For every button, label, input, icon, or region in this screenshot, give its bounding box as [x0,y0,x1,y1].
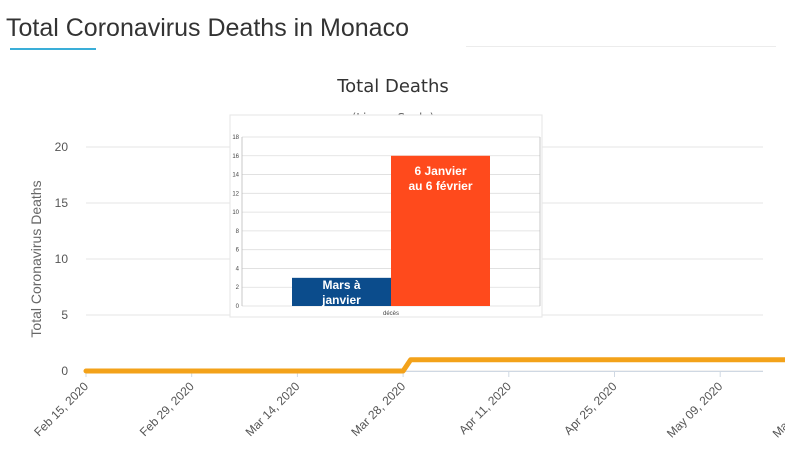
inset-y-tick-label: 8 [236,229,240,235]
inset-y-tick-label: 0 [236,304,240,310]
inset-y-tick-label: 18 [232,135,239,141]
y-axis-ticks: 0 5 10 15 20 [55,140,69,378]
inset-y-tick-label: 10 [232,210,239,216]
inset-bar-label: janvier [321,293,361,307]
x-tick-label: Feb 29, 2020 [137,379,197,439]
inset-y-tick-label: 4 [236,266,240,272]
page-title: Total Coronavirus Deaths in Monaco [6,14,409,42]
y-tick-label: 10 [55,252,69,266]
inset-bar-label: au 6 février [408,179,472,193]
x-tick-label: Apr 25, 2020 [561,379,620,438]
y-tick-label: 20 [55,140,69,154]
inset-y-tick-label: 16 [232,154,239,160]
inset-bar-label: 6 Janvier [414,164,466,178]
y-tick-label: 15 [55,196,69,210]
inset-bar [391,155,490,306]
title-underline [10,48,96,50]
title-divider [466,46,776,47]
chart-title: Total Deaths [336,76,449,97]
inset-bar-label: Mars à [322,278,360,292]
x-tick-label: Feb 15, 2020 [31,379,91,439]
inset-y-ticks: 0 2 4 6 8 10 12 14 16 18 [232,135,239,310]
inset-category-label: décès [383,311,399,317]
inset-y-tick-label: 12 [232,191,239,197]
x-tick-label: May 09, 2020 [664,379,726,441]
inset-y-tick-label: 2 [236,285,240,291]
x-tick-label: Mar 14, 2020 [243,379,303,439]
x-axis-ticks: Feb 15, 2020 Feb 29, 2020 Mar 14, 2020 Mar … [31,371,785,441]
inset-bar [292,277,391,306]
inset-y-tick-label: 14 [232,173,239,179]
inset-y-tick-label: 6 [236,248,240,254]
y-axis-label: Total Coronavirus Deaths [28,180,44,337]
y-tick-label: 0 [61,364,68,378]
x-tick-label: Apr 11, 2020 [456,379,514,437]
x-tick-label: May 23, 2020 [770,379,785,441]
x-tick-label: Mar 28, 2020 [348,379,408,439]
y-tick-label: 5 [61,308,68,322]
